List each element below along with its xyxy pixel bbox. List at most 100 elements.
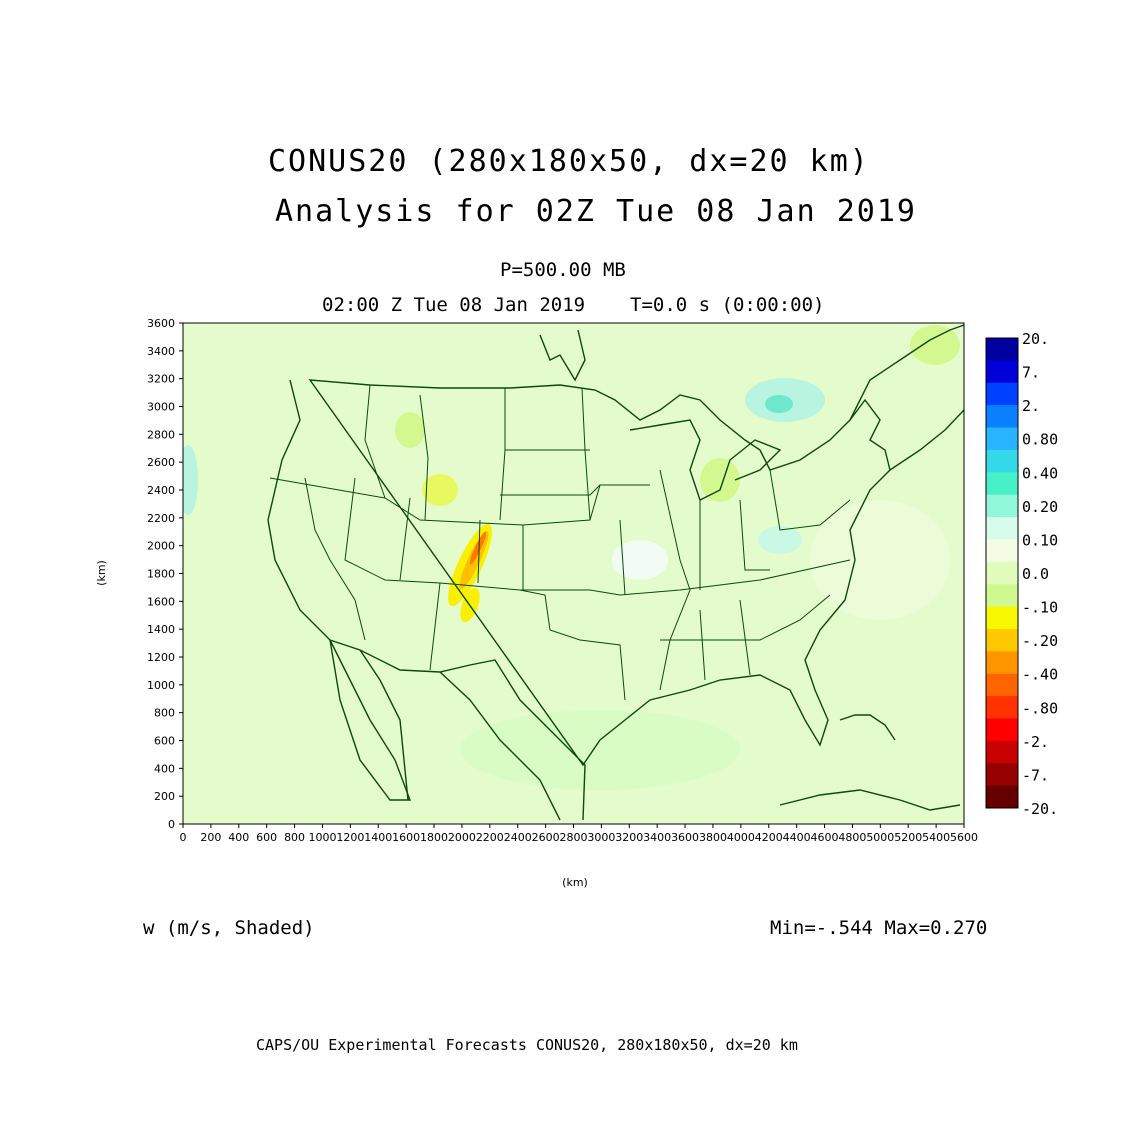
colorbar-label: 0.40 [1022,464,1058,482]
x-tick-label: 4800 [838,831,866,844]
colorbar-label: 0.10 [1022,531,1058,549]
min-max-label: Min=-.544 Max=0.270 [770,917,988,939]
colorbar-swatch [986,628,1018,652]
colorbar-label: -.80 [1022,699,1058,717]
colorbar-swatch [986,382,1018,406]
shade-patch [469,531,487,565]
colorbar-swatch [986,740,1018,764]
colorbar-label: -.40 [1022,666,1058,684]
colorbar-label: 0.0 [1022,565,1049,583]
mexico-border [359,649,561,821]
shade-patch [183,445,198,515]
pressure-level: P=500.00 MB [500,259,626,281]
x-tick-label: 1600 [392,831,420,844]
shade-patch [460,710,740,790]
x-tick-label: 2000 [448,831,476,844]
y-tick-label: 1000 [147,679,175,692]
x-tick-label: 2600 [532,831,560,844]
shade-patch [700,458,740,502]
colorbar-swatch [986,696,1018,719]
y-tick-label: 2400 [147,484,175,497]
boundaries [267,324,964,821]
x-tick-label: 2800 [560,831,588,844]
plot-title-line2: Analysis for 02Z Tue 08 Jan 2019 [275,194,917,229]
colorbar-label: 20. [1022,330,1049,348]
colorbar-swatch [986,718,1018,742]
shade-patch [810,500,950,620]
colorbar-swatch [986,561,1018,585]
colorbar-swatch [986,763,1018,787]
canada-east [849,324,964,471]
valid-time: 02:00 Z Tue 08 Jan 2019 [322,294,586,316]
variable-label: w (m/s, Shaded) [143,917,315,939]
colorbar-swatch [986,494,1018,518]
colorbar-swatch [986,584,1018,608]
conus-outline [267,379,891,821]
x-tick-label: 4400 [783,831,811,844]
y-tick-label: 2000 [147,540,175,553]
shade-patch [765,395,793,413]
x-tick-label: 2400 [504,831,532,844]
x-tick-label: 1200 [336,831,364,844]
y-tick-label: 600 [154,735,175,748]
baja [329,639,412,801]
shade-patch [910,325,960,365]
x-tick-label: 3600 [671,831,699,844]
footer-credit: CAPS/OU Experimental Forecasts CONUS20, … [256,1036,798,1054]
colorbar-label: 0.20 [1022,498,1058,516]
y-tick-label: 1400 [147,623,175,636]
cuba [779,789,961,811]
x-tick-label: 5200 [894,831,922,844]
x-tick-label: 1000 [308,831,336,844]
forecast-time: T=0.0 s (0:00:00) [630,294,825,316]
y-tick-label: 1800 [147,568,175,581]
y-tick-label: 3000 [147,401,175,414]
colorbar-swatch [986,427,1018,451]
x-tick-label: 3200 [615,831,643,844]
x-axis-ticks: 0 200 400 600 800 1000 1200 1400 1600 1800 2000 220… [180,824,978,844]
colorbar-swatch [986,405,1018,429]
colorbar-swatch [986,472,1018,496]
x-tick-label: 1400 [364,831,392,844]
x-tick-label: 3800 [699,831,727,844]
colorbar: 20. 7. 2. 0.80 0.40 0.20 0.10 0.0 -.10 -.20 -.40 -.… [985,330,1058,818]
colorbar-swatch [986,785,1018,809]
x-axis-label: (km) [562,876,588,889]
x-tick-label: 600 [256,831,277,844]
colorbar-label: -.10 [1022,599,1058,617]
y-tick-label: 1600 [147,595,175,608]
x-tick-label: 4200 [755,831,783,844]
state-lines [269,384,851,701]
x-tick-label: 5000 [866,831,894,844]
colorbar-label: -20. [1022,800,1058,818]
colorbar-label: -2. [1022,733,1049,751]
colorbar-swatch [986,673,1018,697]
great-lakes [629,419,782,501]
colorbar-swatch [986,539,1018,563]
colorbar-swatch [986,651,1018,675]
x-tick-label: 200 [200,831,221,844]
shade-patch [612,540,668,580]
colorbar-swatch [986,449,1018,473]
y-axis-ticks: 0 200 400 600 800 1000 1200 1400 1600 1800 2000 220… [147,317,183,831]
colorbar-swatch [986,517,1018,540]
colorbar-swatch [986,606,1018,630]
colorbar-label: 7. [1022,364,1040,382]
y-tick-label: 3200 [147,373,175,386]
shade-patch [395,412,425,448]
x-tick-label: 5600 [950,831,978,844]
hudson-bay-edge [539,329,586,382]
x-tick-label: 5400 [922,831,950,844]
y-tick-label: 2600 [147,456,175,469]
y-tick-label: 1200 [147,651,175,664]
y-tick-label: 3400 [147,345,175,358]
x-tick-label: 3000 [587,831,615,844]
plot-title-line1: CONUS20 (280x180x50, dx=20 km) [268,144,870,179]
x-tick-label: 400 [228,831,249,844]
colorbar-frame [985,337,1019,809]
colorbar-label: -7. [1022,766,1049,784]
shade-patch [422,474,458,506]
colorbar-label: 2. [1022,397,1040,415]
x-tick-label: 0 [180,831,187,844]
y-tick-label: 800 [154,707,175,720]
